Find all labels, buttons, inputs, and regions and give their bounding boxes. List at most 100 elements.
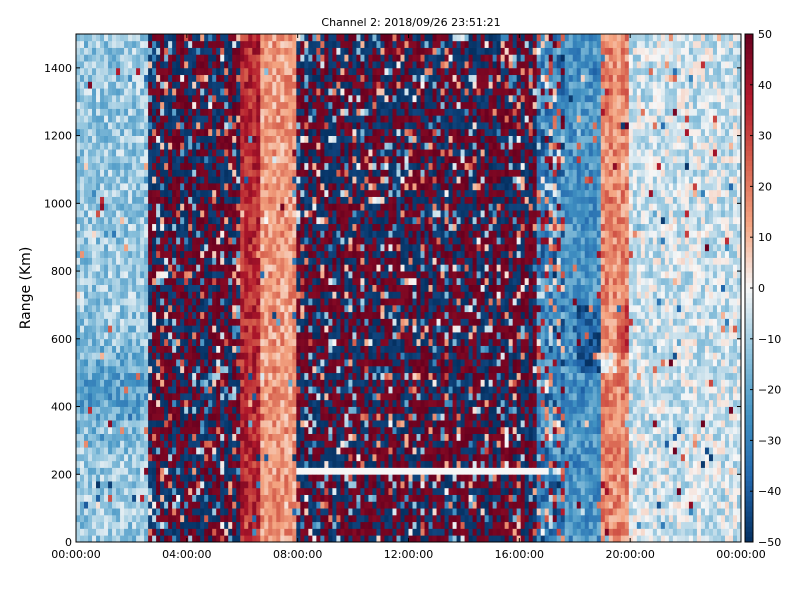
heatmap-cell — [192, 514, 197, 523]
heatmap-cell — [324, 271, 329, 279]
heatmap-cell — [236, 271, 241, 279]
heatmap-cell — [168, 440, 173, 448]
heatmap-cell — [292, 237, 297, 245]
heatmap-cell — [172, 115, 177, 123]
heatmap-cell — [156, 237, 161, 245]
heatmap-cell — [260, 521, 265, 529]
heatmap-cell — [276, 352, 281, 360]
heatmap-cell — [104, 291, 109, 299]
heatmap-cell — [80, 514, 85, 523]
heatmap-cell — [280, 271, 285, 279]
heatmap-cell — [144, 243, 149, 252]
heatmap-cell — [180, 162, 185, 170]
heatmap-cell — [216, 94, 221, 103]
heatmap-cell — [176, 386, 181, 394]
heatmap-cell — [276, 514, 281, 523]
heatmap-cell — [272, 521, 277, 529]
heatmap-cell — [108, 440, 113, 448]
heatmap-cell — [312, 162, 317, 170]
heatmap-cell — [156, 298, 161, 306]
heatmap-cell — [160, 528, 165, 536]
heatmap-cell — [336, 88, 341, 96]
heatmap-cell — [164, 535, 169, 543]
heatmap-cell — [216, 332, 221, 340]
heatmap-cell — [208, 67, 213, 76]
heatmap-cell — [96, 237, 101, 245]
heatmap-cell — [228, 189, 233, 197]
heatmap-cell — [244, 88, 249, 96]
heatmap-cell — [92, 318, 97, 326]
heatmap-cell — [220, 359, 225, 367]
heatmap-cell — [292, 508, 297, 516]
heatmap-cell — [244, 223, 249, 231]
heatmap-cell — [248, 291, 253, 299]
heatmap-cell — [260, 508, 265, 516]
heatmap-cell — [304, 528, 309, 536]
heatmap-cell — [192, 277, 197, 286]
heatmap-cell — [280, 406, 285, 414]
heatmap-cell — [128, 250, 133, 258]
heatmap-cell — [248, 433, 253, 441]
heatmap-cell — [140, 338, 145, 346]
heatmap-cell — [244, 81, 249, 89]
heatmap-cell — [112, 413, 117, 421]
heatmap-cell — [324, 467, 329, 475]
heatmap-cell — [320, 257, 325, 265]
heatmap-cell — [96, 54, 101, 62]
heatmap-cell — [212, 101, 217, 109]
heatmap-cell — [152, 142, 157, 150]
heatmap-cell — [176, 257, 181, 265]
heatmap-cell — [220, 250, 225, 258]
heatmap-cell — [232, 169, 237, 177]
heatmap-cell — [100, 40, 105, 48]
heatmap-cell — [140, 426, 145, 435]
heatmap-cell — [236, 169, 241, 177]
heatmap-cell — [196, 386, 201, 394]
heatmap-cell — [320, 453, 325, 462]
heatmap-cell — [320, 521, 325, 529]
heatmap-cell — [124, 271, 129, 279]
heatmap-cell — [260, 318, 265, 326]
heatmap-cell — [228, 203, 233, 211]
heatmap-cell — [128, 169, 133, 177]
heatmap-cell — [128, 304, 133, 313]
heatmap-cell — [108, 230, 113, 238]
heatmap-cell — [104, 332, 109, 340]
heatmap-cell — [200, 467, 205, 475]
heatmap-cell — [100, 115, 105, 123]
heatmap-cell — [160, 413, 165, 421]
heatmap-cell — [88, 271, 93, 279]
heatmap-cell — [300, 34, 305, 42]
heatmap-cell — [160, 176, 165, 184]
heatmap-cell — [232, 406, 237, 414]
heatmap-cell — [280, 474, 285, 482]
heatmap-cell — [264, 67, 269, 76]
heatmap-cell — [104, 155, 109, 164]
heatmap-cell — [200, 183, 205, 191]
heatmap-cell — [144, 284, 149, 292]
heatmap-cell — [108, 420, 113, 428]
heatmap-cell — [120, 420, 125, 428]
heatmap-cell — [248, 108, 253, 116]
heatmap-cell — [244, 352, 249, 360]
heatmap-cell — [148, 406, 153, 414]
heatmap-cell — [196, 88, 201, 96]
heatmap-cell — [288, 135, 293, 143]
heatmap-cell — [124, 481, 129, 489]
heatmap-cell — [152, 311, 157, 319]
heatmap-cell — [104, 74, 109, 82]
heatmap-cell — [116, 399, 121, 407]
heatmap-cell — [104, 494, 109, 502]
heatmap-cell — [204, 481, 209, 489]
heatmap-cell — [336, 61, 341, 69]
heatmap-cell — [124, 284, 129, 292]
heatmap-cell — [328, 426, 333, 435]
heatmap-cell — [120, 264, 125, 272]
heatmap-cell — [256, 359, 261, 367]
heatmap-cell — [268, 210, 273, 218]
heatmap-cell — [248, 399, 253, 407]
heatmap-cell — [288, 47, 293, 55]
heatmap-cell — [300, 481, 305, 489]
heatmap-cell — [84, 311, 89, 319]
heatmap-cell — [308, 108, 313, 116]
